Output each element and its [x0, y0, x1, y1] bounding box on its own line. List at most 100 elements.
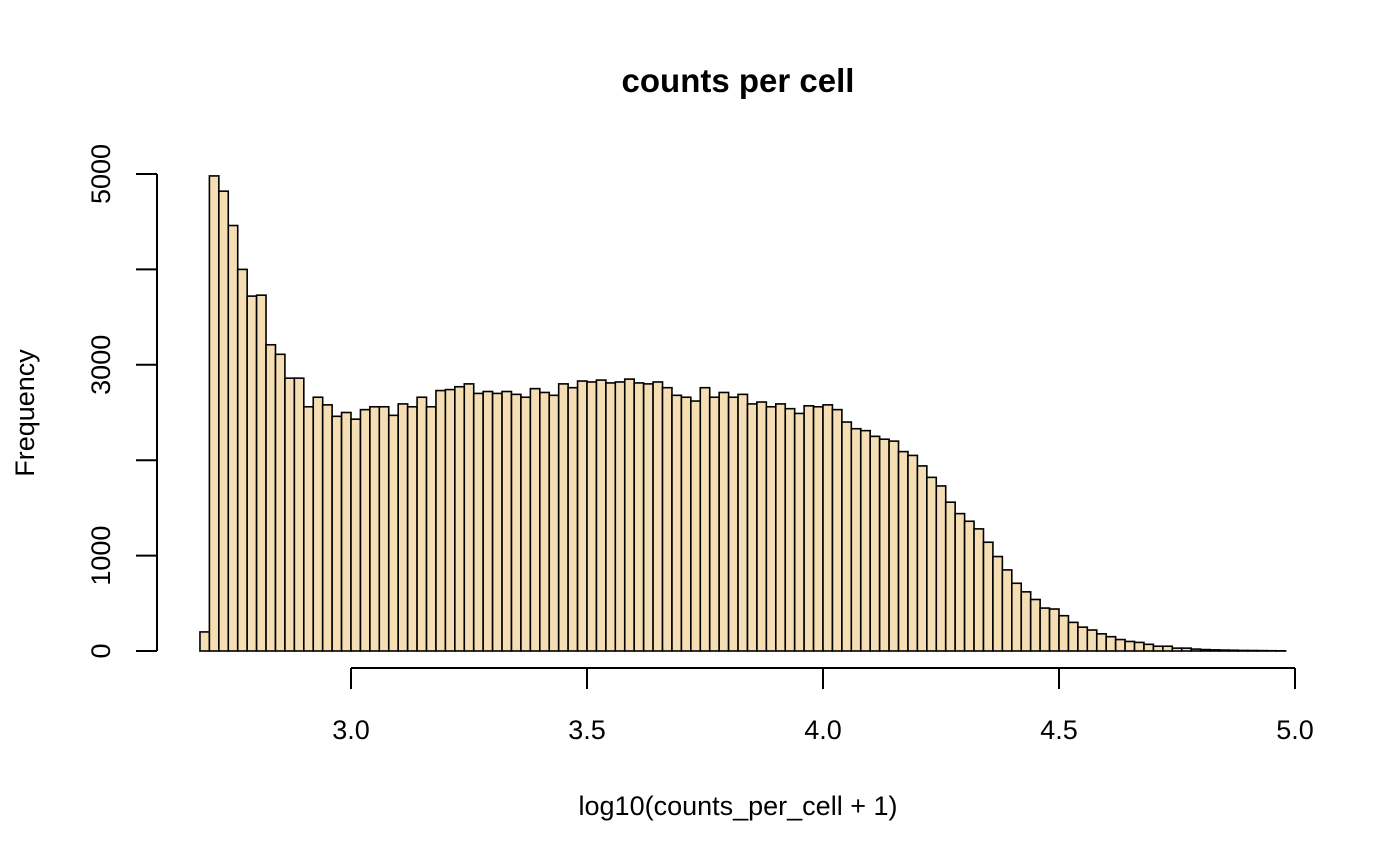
x-tick-label: 4.0: [804, 715, 842, 745]
histogram-bar: [482, 390, 494, 652]
histogram-bar: [218, 190, 230, 652]
histogram-bar: [680, 396, 692, 652]
histogram-bar: [387, 414, 400, 652]
y-axis-label: Frequency: [10, 349, 40, 477]
histogram-bar: [1124, 640, 1136, 652]
histogram-bar: [1058, 614, 1070, 652]
histogram-bar: [293, 377, 305, 652]
histogram-bar: [841, 421, 853, 652]
x-axis-label: log10(counts_per_cell + 1): [579, 791, 898, 821]
histogram-bar: [1105, 635, 1117, 652]
histogram-bar: [869, 435, 881, 652]
histogram-bar: [529, 387, 541, 652]
x-tick-label: 3.5: [568, 715, 606, 745]
x-axis: 3.0 3.5 4.0 4.5 5.0: [332, 667, 1314, 745]
histogram-bar: [973, 528, 985, 652]
histogram-bar: [199, 631, 211, 652]
y-tick-label: 0: [86, 643, 116, 658]
histogram-bar: [265, 343, 277, 652]
histogram-bar: [1199, 648, 1211, 652]
histogram-bar: [255, 294, 267, 652]
histogram-bar: [954, 512, 966, 652]
histogram-bar: [227, 224, 239, 652]
histogram-bar: [1228, 649, 1240, 652]
histogram-bar: [652, 381, 664, 652]
histogram-bar: [312, 396, 324, 652]
histogram-bar: [614, 381, 626, 652]
histogram-bar: [774, 403, 787, 652]
histogram-bar: [586, 381, 598, 652]
histogram-bar: [246, 295, 258, 652]
histogram-bar: [803, 405, 815, 652]
histogram-bar: [944, 501, 956, 652]
histogram-bar: [1218, 649, 1230, 652]
histogram-bar: [406, 405, 418, 652]
histogram-bar: [369, 405, 381, 652]
y-axis: 0 1000 3000 5000: [86, 144, 158, 659]
histogram-bar: [642, 383, 654, 652]
histogram-bar: [491, 392, 503, 652]
histogram-bar: [359, 408, 371, 652]
histogram-bar: [935, 485, 947, 652]
histogram-bar: [737, 393, 749, 652]
histogram-bar: [1152, 645, 1164, 652]
histogram-bar: [708, 396, 720, 652]
chart-title: counts per cell: [622, 62, 855, 99]
histogram-bar: [916, 465, 928, 652]
histogram-bar: [425, 405, 437, 652]
histogram-bar: [746, 403, 758, 652]
histogram-bar: [699, 386, 711, 652]
histogram-bar: [1020, 591, 1032, 652]
histogram-bar: [208, 175, 220, 652]
histogram-bar: [274, 353, 286, 652]
histogram-bar: [982, 541, 994, 652]
histogram-bar: [397, 403, 409, 652]
histogram-bar: [793, 412, 805, 652]
histogram-bar: [472, 392, 484, 652]
y-tick-label: 3000: [86, 335, 116, 395]
histogram-bar: [1171, 647, 1183, 652]
histogram-bar: [718, 391, 730, 652]
histogram-bar: [444, 388, 456, 652]
histogram-bar: [538, 391, 551, 652]
histogram-bar: [633, 382, 645, 652]
histogram-bar: [1077, 626, 1089, 652]
y-tick-label: 5000: [86, 144, 116, 204]
histogram-bar: [520, 396, 532, 652]
histogram-bar: [756, 401, 768, 652]
histogram-bar: [576, 380, 588, 652]
histogram-bar: [510, 393, 522, 652]
histogram-bar: [784, 407, 796, 652]
x-tick-label: 5.0: [1276, 715, 1314, 745]
histogram-bar: [888, 440, 900, 652]
histogram-bar: [926, 476, 938, 652]
histogram-bar: [350, 418, 362, 652]
histogram-bar: [1010, 582, 1023, 652]
histogram-bar: [548, 394, 560, 652]
histogram-bar: [1237, 649, 1249, 652]
histogram-bar: [963, 520, 975, 652]
histogram-bar: [1114, 638, 1126, 652]
histogram-bar: [878, 438, 890, 652]
histogram-bar: [378, 405, 390, 652]
histogram-bar: [331, 415, 343, 652]
histogram-bar: [992, 555, 1004, 652]
histogram-bar: [1029, 598, 1041, 652]
histogram-bar: [623, 378, 636, 652]
histogram-bars: [199, 175, 1287, 652]
histogram-bar: [1162, 645, 1174, 652]
histogram-bar: [1133, 641, 1145, 652]
histogram-bar: [1143, 643, 1155, 652]
histogram-bar: [454, 385, 466, 652]
histogram-bar: [1086, 629, 1098, 652]
histogram-bar: [727, 396, 739, 652]
histogram-bar: [1039, 607, 1051, 652]
histogram-bar: [557, 383, 569, 652]
histogram-bar: [661, 386, 673, 652]
histogram-bar: [831, 408, 843, 652]
histogram-bar: [765, 405, 777, 652]
histogram-bar: [850, 427, 862, 652]
histogram-bar: [1180, 647, 1192, 652]
histogram-bar: [1048, 608, 1060, 652]
